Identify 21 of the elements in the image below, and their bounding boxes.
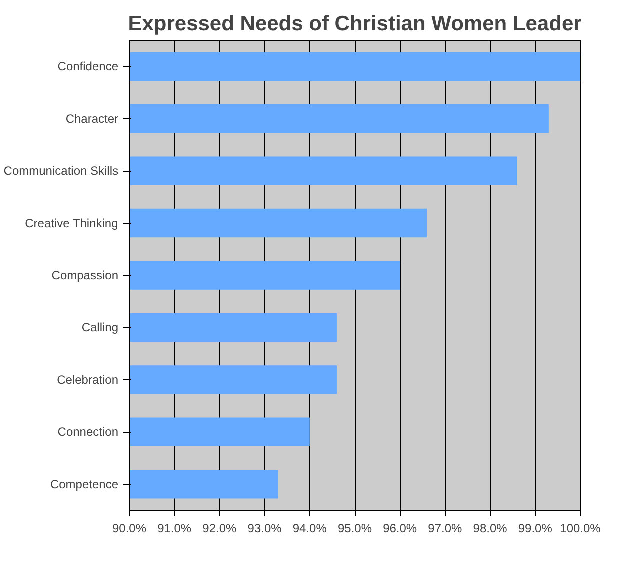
y-tick-label: Communication Skills bbox=[4, 164, 118, 178]
y-tick-label: Compassion bbox=[52, 268, 119, 282]
chart-title: Expressed Needs of Christian Women Leader bbox=[128, 12, 582, 36]
x-tick-label: 96.0% bbox=[383, 522, 418, 536]
y-tick-label: Calling bbox=[82, 320, 118, 335]
y-tick-label: Character bbox=[66, 112, 119, 126]
x-tick-label: 97.0% bbox=[428, 522, 463, 536]
x-tick-label: 91.0% bbox=[158, 522, 192, 536]
x-tick-label: 92.0% bbox=[202, 522, 238, 536]
x-tick-label: 93.0% bbox=[248, 522, 282, 536]
x-tick-label: 100.0% bbox=[560, 522, 602, 536]
y-tick-label: Celebration bbox=[57, 372, 119, 387]
y-tick-label: Confidence bbox=[58, 60, 119, 74]
y-tick-label: Competence bbox=[50, 477, 119, 492]
x-tick-label: 95.0% bbox=[338, 522, 372, 536]
x-tick-label: 99.0% bbox=[518, 522, 553, 536]
x-tick-label: 98.0% bbox=[473, 522, 508, 536]
y-tick-label: Connection bbox=[58, 425, 119, 440]
x-tick-label: 90.0% bbox=[112, 522, 147, 536]
x-tick-label: 94.0% bbox=[292, 522, 328, 536]
y-tick-label: Creative Thinking bbox=[25, 216, 118, 230]
